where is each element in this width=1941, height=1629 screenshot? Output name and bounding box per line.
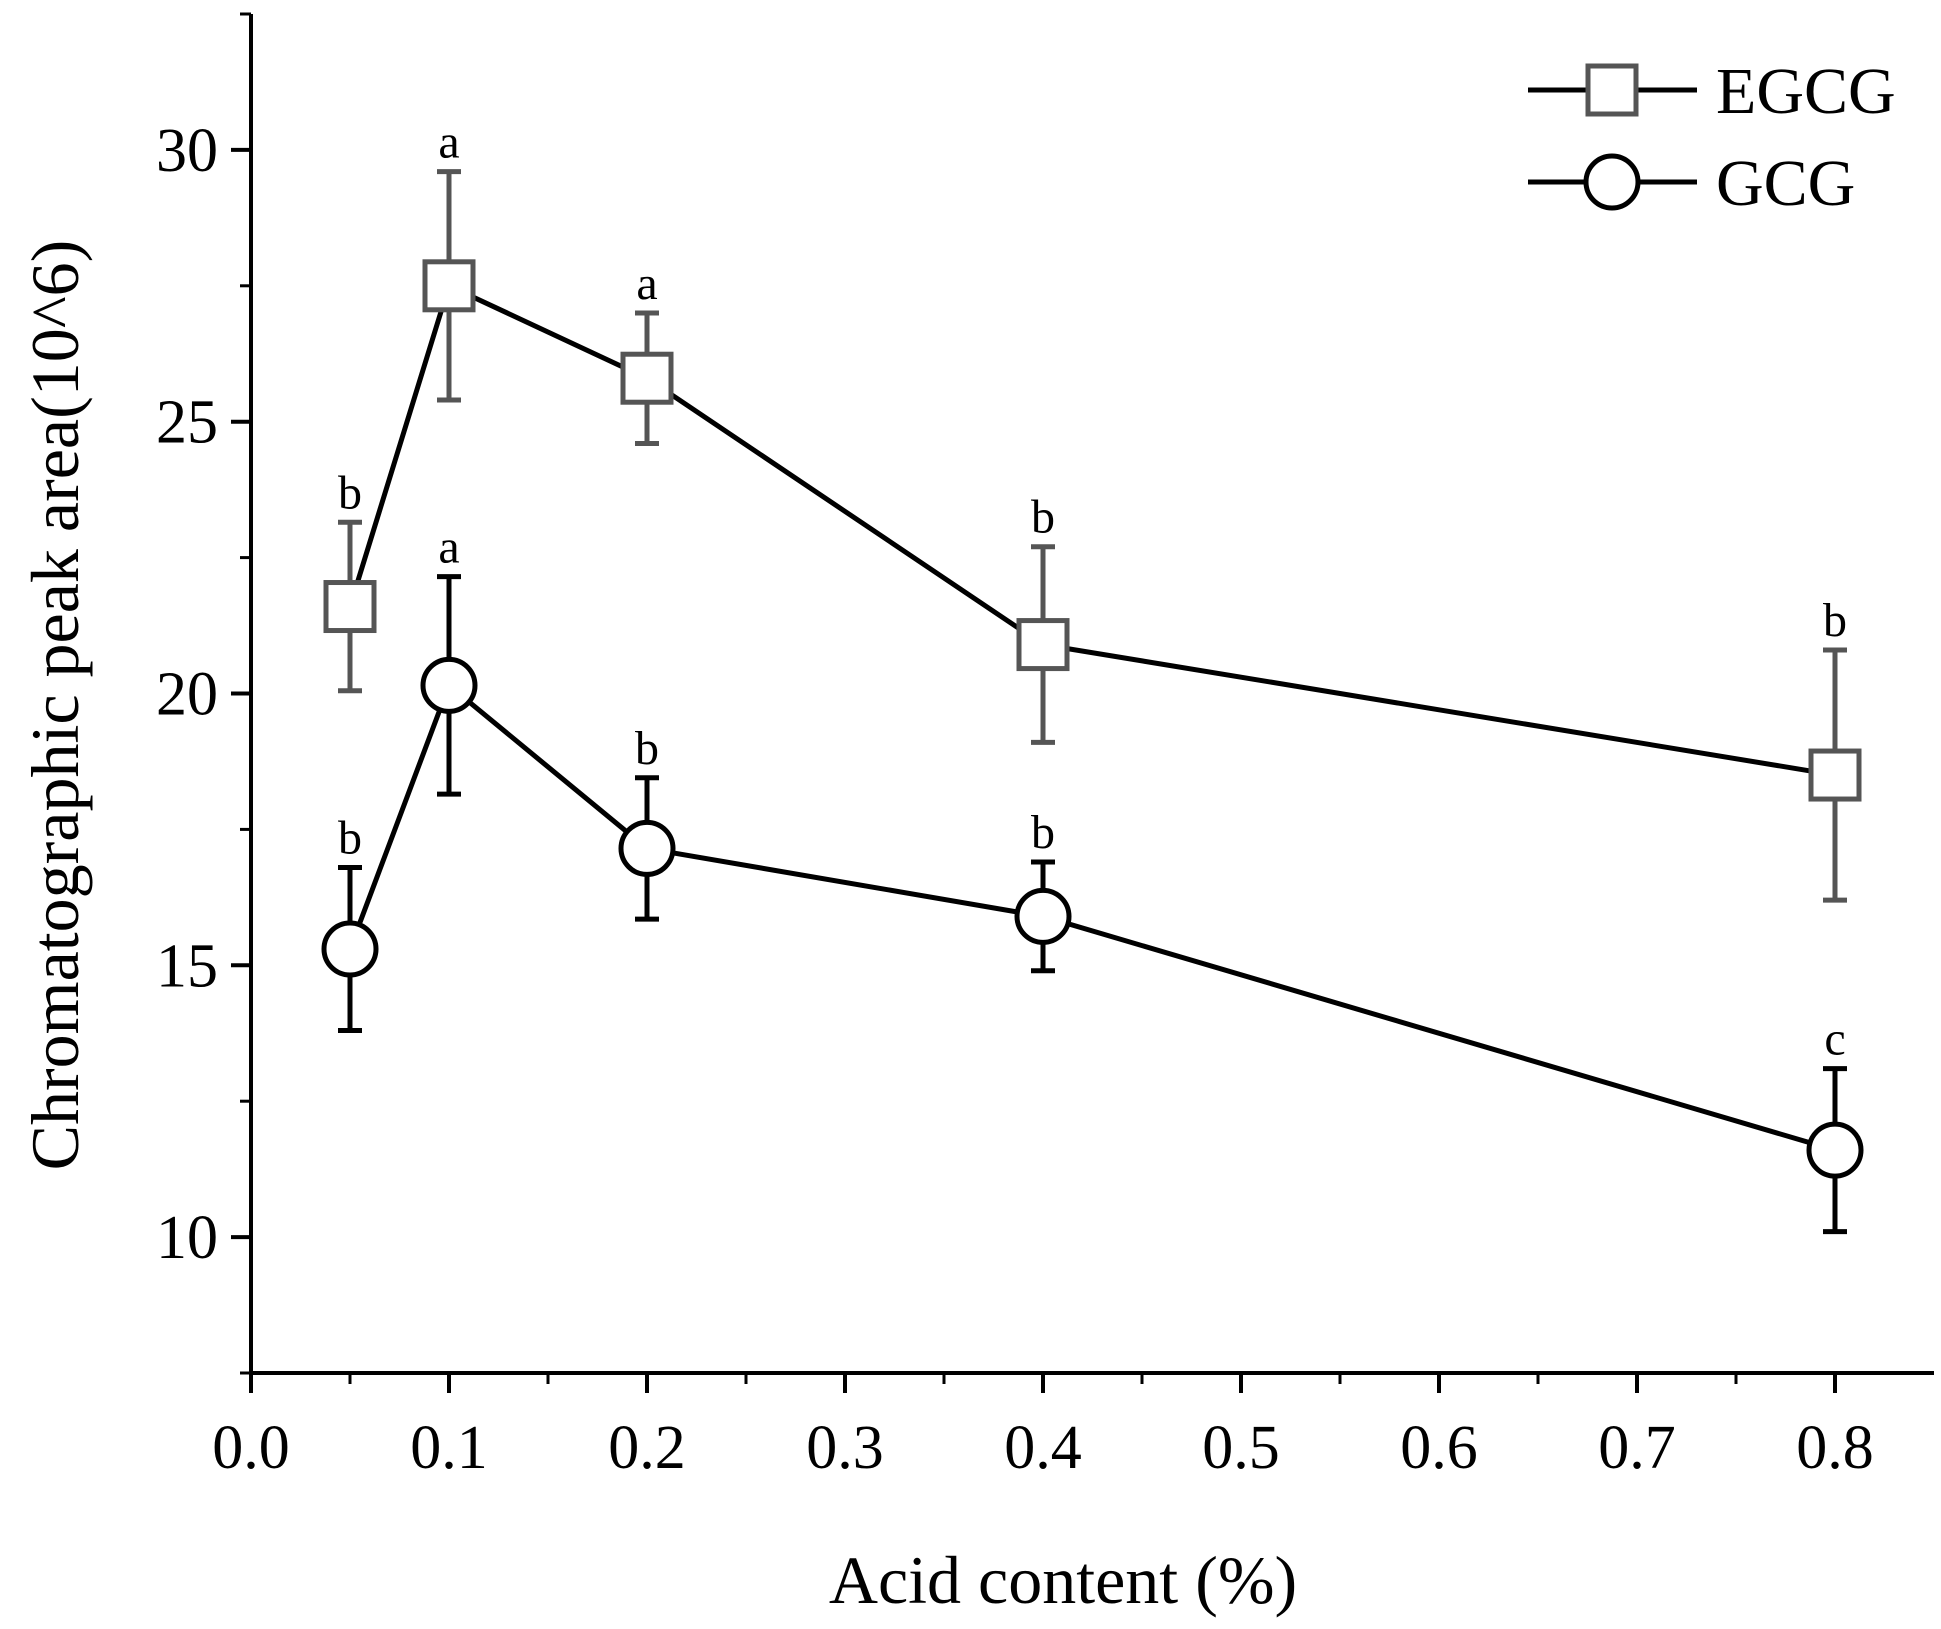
significance-label: a [636, 257, 657, 310]
y-tick-label: 10 [156, 1204, 218, 1272]
significance-label: c [1824, 1013, 1845, 1066]
y-tick-label: 15 [156, 932, 218, 1000]
significance-label: b [1823, 594, 1847, 647]
y-tick-label: 20 [156, 661, 218, 729]
legend: EGCG GCG [1528, 55, 1896, 220]
x-tick-label: 0.5 [1202, 1414, 1280, 1482]
axes: 0.0 0.1 0.2 0.3 0.4 0.5 0.6 0.7 0.8 10 15 20 25 30 [156, 12, 1934, 1482]
series-egcg: b a a b b [323, 116, 1862, 903]
significance-label: b [338, 811, 362, 864]
significance-label: b [635, 722, 659, 775]
y-tick-label: 25 [156, 389, 218, 457]
series-layer: b a a b b b a b b c [321, 116, 1864, 1235]
significance-label: b [1031, 491, 1055, 544]
data-point [1016, 618, 1070, 672]
data-point [323, 580, 377, 634]
legend-marker [1585, 63, 1639, 117]
series-line [347, 282, 1836, 778]
significance-label: b [1031, 806, 1055, 859]
x-tick-label: 0.7 [1598, 1414, 1676, 1482]
x-tick-label: 0.4 [1004, 1414, 1082, 1482]
legend-marker [1583, 153, 1641, 211]
x-tick-label: 0.6 [1400, 1414, 1478, 1482]
data-point [1014, 887, 1072, 945]
legend-label: EGCG [1716, 55, 1896, 128]
y-axis-label: Chromatographic peak area(10^6) [17, 240, 93, 1171]
series-gcg: b a b b c [321, 521, 1864, 1235]
x-axis-label: Acid content (%) [829, 1542, 1297, 1618]
significance-label: b [338, 466, 362, 519]
data-point [620, 351, 674, 405]
legend-item-egcg: EGCG [1528, 55, 1896, 128]
data-point [1806, 1121, 1864, 1179]
x-tick-label: 0.3 [806, 1414, 884, 1482]
legend-label: GCG [1716, 147, 1855, 220]
significance-label: a [438, 521, 459, 574]
x-tick-label: 0.2 [608, 1414, 686, 1482]
y-tick-label: 30 [156, 117, 218, 185]
data-point [618, 819, 676, 877]
significance-label: a [438, 116, 459, 169]
series-line [347, 681, 1836, 1153]
x-tick-label: 0.1 [410, 1414, 488, 1482]
x-tick-label: 0.0 [212, 1414, 290, 1482]
data-point [321, 920, 379, 978]
legend-item-gcg: GCG [1528, 147, 1855, 220]
data-point [422, 259, 476, 313]
data-point [1808, 748, 1862, 802]
x-tick-label: 0.8 [1796, 1414, 1874, 1482]
data-point [420, 656, 478, 714]
